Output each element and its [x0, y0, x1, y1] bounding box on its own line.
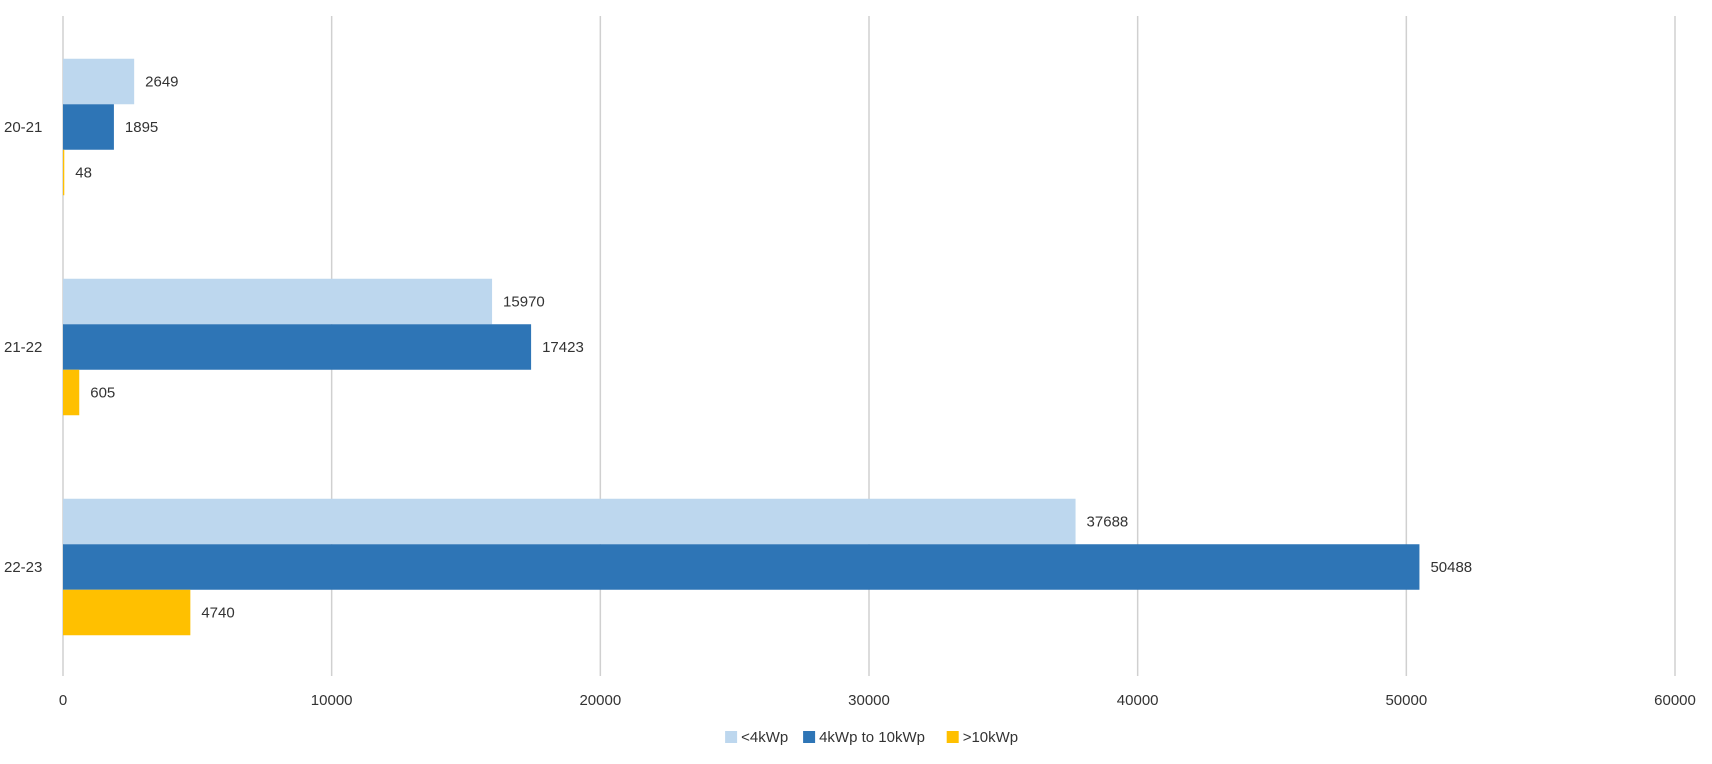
x-tick-label-4: 40000 — [1117, 692, 1159, 709]
x-tick-label-0: 0 — [59, 692, 67, 709]
category-label-20-21: 20-21 — [4, 119, 42, 136]
bar-20-21-series-2 — [63, 149, 65, 196]
data-label-21-22-series-2: 605 — [90, 385, 115, 402]
data-label-21-22-series-1: 17423 — [542, 339, 584, 356]
bar-22-23-series-1 — [63, 544, 1420, 590]
x-tick-label-5: 50000 — [1385, 692, 1427, 709]
bar-21-22-series-2 — [63, 369, 80, 416]
legend-label-2: >10kWp — [963, 729, 1018, 746]
bar-21-22-series-0 — [63, 278, 493, 325]
data-label-20-21-series-0: 2649 — [145, 74, 178, 91]
legend-label-0: <4kWp — [741, 729, 788, 746]
legend-swatch-2 — [946, 731, 959, 743]
x-tick-label-6: 60000 — [1654, 692, 1696, 709]
x-tick-label-2: 20000 — [579, 692, 621, 709]
bar-22-23-series-2 — [63, 589, 191, 636]
bar-20-21-series-1 — [63, 104, 114, 150]
category-label-21-22: 21-22 — [4, 339, 42, 356]
data-label-22-23-series-1: 50488 — [1430, 559, 1472, 576]
data-label-20-21-series-1: 1895 — [125, 119, 158, 136]
bar-22-23-series-0 — [63, 498, 1076, 545]
data-label-22-23-series-2: 4740 — [201, 605, 234, 622]
data-label-20-21-series-2: 48 — [75, 165, 92, 182]
legend-swatch-0 — [725, 731, 738, 743]
x-tick-label-1: 10000 — [311, 692, 353, 709]
bar-21-22-series-1 — [63, 324, 532, 370]
legend-label-1: 4kWp to 10kWp — [819, 729, 925, 746]
category-label-22-23: 22-23 — [4, 559, 42, 576]
data-label-21-22-series-0: 15970 — [503, 294, 545, 311]
data-label-22-23-series-0: 37688 — [1087, 514, 1129, 531]
legend-swatch-1 — [803, 731, 816, 743]
x-tick-label-3: 30000 — [848, 692, 890, 709]
bar-20-21-series-0 — [63, 58, 135, 105]
